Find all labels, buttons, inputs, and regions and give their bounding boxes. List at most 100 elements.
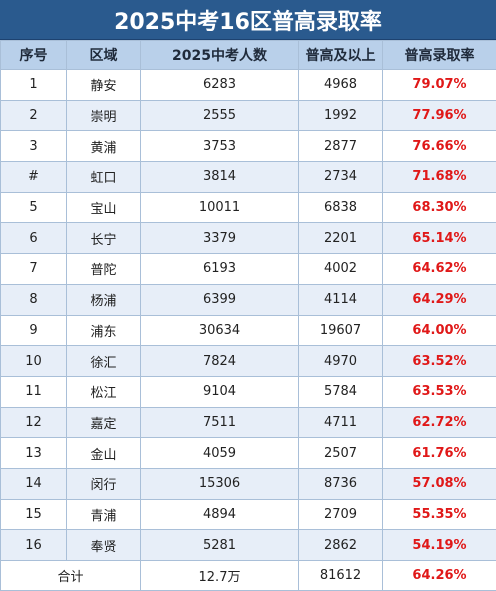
cell-admitted: 4970 [299,346,383,377]
cell-rate: 64.29% [383,284,496,315]
cell-rate: 68.30% [383,192,496,223]
header-row: 序号 区域 2025中考人数 普高及以上 普高录取率 [1,41,496,70]
total-candidates: 12.7万 [141,561,299,591]
cell-no: 7 [1,254,67,285]
cell-candidates: 6193 [141,254,299,285]
cell-admitted: 2709 [299,499,383,530]
cell-no: 8 [1,284,67,315]
cell-candidates: 4894 [141,499,299,530]
cell-admitted: 4002 [299,254,383,285]
cell-no: 12 [1,407,67,438]
total-label: 合计 [1,561,141,591]
cell-district: 静安 [67,70,141,101]
cell-district: 浦东 [67,315,141,346]
cell-admitted: 19607 [299,315,383,346]
cell-rate: 76.66% [383,131,496,162]
cell-district: 金山 [67,438,141,469]
cell-admitted: 2201 [299,223,383,254]
cell-district: 青浦 [67,499,141,530]
total-admitted: 81612 [299,561,383,591]
cell-rate: 62.72% [383,407,496,438]
cell-admitted: 5784 [299,376,383,407]
cell-district: 虹口 [67,162,141,193]
cell-candidates: 3814 [141,162,299,193]
cell-admitted: 1992 [299,100,383,131]
cell-district: 普陀 [67,254,141,285]
cell-rate: 57.08% [383,468,496,499]
cell-admitted: 4711 [299,407,383,438]
cell-no: 11 [1,376,67,407]
cell-no: 5 [1,192,67,223]
cell-admitted: 2877 [299,131,383,162]
cell-candidates: 10011 [141,192,299,223]
cell-candidates: 6399 [141,284,299,315]
cell-district: 杨浦 [67,284,141,315]
cell-district: 奉贤 [67,530,141,561]
cell-district: 宝山 [67,192,141,223]
admission-table-page: 2025中考16区普高录取率 序号 区域 2025中考人数 普高及以上 普高录取… [0,0,496,579]
cell-rate: 63.53% [383,376,496,407]
header-no: 序号 [1,41,67,70]
header-admitted: 普高及以上 [299,41,383,70]
cell-no: 9 [1,315,67,346]
cell-no: 14 [1,468,67,499]
cell-candidates: 2555 [141,100,299,131]
cell-rate: 77.96% [383,100,496,131]
cell-district: 嘉定 [67,407,141,438]
cell-admitted: 2862 [299,530,383,561]
cell-candidates: 7511 [141,407,299,438]
cell-rate: 71.68% [383,162,496,193]
cell-district: 徐汇 [67,346,141,377]
cell-district: 长宁 [67,223,141,254]
cell-candidates: 9104 [141,376,299,407]
cell-candidates: 6283 [141,70,299,101]
cell-rate: 61.76% [383,438,496,469]
cell-rate: 79.07% [383,70,496,101]
cell-candidates: 7824 [141,346,299,377]
cell-no: 16 [1,530,67,561]
cell-no: 15 [1,499,67,530]
cell-rate: 63.52% [383,346,496,377]
cell-candidates: 15306 [141,468,299,499]
cell-admitted: 2507 [299,438,383,469]
cell-no: 2 [1,100,67,131]
cell-district: 黄浦 [67,131,141,162]
header-district: 区域 [67,41,141,70]
cell-rate: 64.00% [383,315,496,346]
cell-admitted: 6838 [299,192,383,223]
cell-admitted: 4114 [299,284,383,315]
header-rate: 普高录取率 [383,41,496,70]
cell-admitted: 8736 [299,468,383,499]
cell-no: 13 [1,438,67,469]
cell-district: 闵行 [67,468,141,499]
cell-rate: 64.62% [383,254,496,285]
cell-candidates: 3379 [141,223,299,254]
cell-no: 3 [1,131,67,162]
cell-district: 松江 [67,376,141,407]
cell-candidates: 30634 [141,315,299,346]
cell-no: 1 [1,70,67,101]
cell-rate: 54.19% [383,530,496,561]
cell-rate: 55.35% [383,499,496,530]
cell-candidates: 3753 [141,131,299,162]
cell-candidates: 4059 [141,438,299,469]
cell-no: # [1,162,67,193]
cell-rate: 65.14% [383,223,496,254]
